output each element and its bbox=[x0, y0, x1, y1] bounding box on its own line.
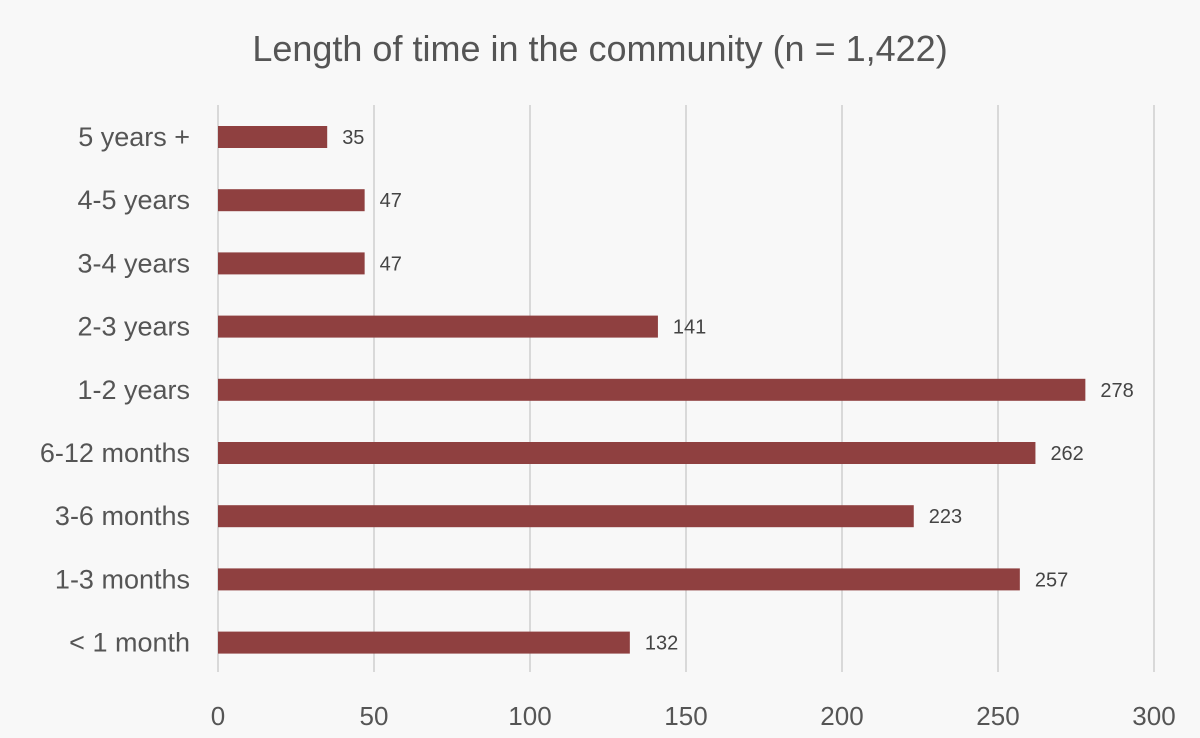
data-label: 257 bbox=[1035, 569, 1068, 591]
bar bbox=[218, 631, 630, 654]
bar bbox=[218, 189, 365, 212]
bar bbox=[218, 378, 1086, 401]
category-label: 2-3 years bbox=[77, 312, 190, 342]
category-label: < 1 month bbox=[69, 628, 190, 658]
data-label: 132 bbox=[645, 633, 678, 655]
x-tick-label: 50 bbox=[360, 701, 389, 731]
data-label: 223 bbox=[929, 506, 962, 528]
bar bbox=[218, 442, 1036, 464]
chart-title: Length of time in the community (n = 1,4… bbox=[252, 28, 948, 69]
data-label: 35 bbox=[342, 127, 364, 149]
data-label: 47 bbox=[380, 190, 402, 212]
data-label: 262 bbox=[1050, 443, 1083, 465]
x-tick-label: 200 bbox=[820, 701, 863, 731]
category-label: 6-12 months bbox=[40, 438, 190, 468]
data-label: 47 bbox=[380, 253, 402, 275]
category-label: 3-4 years bbox=[77, 248, 190, 278]
category-label: 1-3 months bbox=[55, 564, 190, 594]
bar bbox=[218, 315, 658, 338]
bar bbox=[218, 568, 1020, 591]
data-label: 278 bbox=[1100, 380, 1133, 402]
x-tick-label: 250 bbox=[976, 701, 1019, 731]
bar bbox=[218, 252, 365, 275]
x-tick-label: 100 bbox=[508, 701, 551, 731]
x-tick-label: 150 bbox=[664, 701, 707, 731]
category-label: 3-6 months bbox=[55, 501, 190, 531]
category-label: 1-2 years bbox=[77, 375, 190, 405]
category-label: 4-5 years bbox=[77, 185, 190, 215]
x-tick-label: 300 bbox=[1132, 701, 1175, 731]
data-label: 141 bbox=[673, 317, 706, 339]
bar bbox=[218, 126, 328, 148]
category-label: 5 years + bbox=[78, 122, 190, 152]
bar bbox=[218, 505, 914, 528]
x-tick-label: 0 bbox=[211, 701, 225, 731]
